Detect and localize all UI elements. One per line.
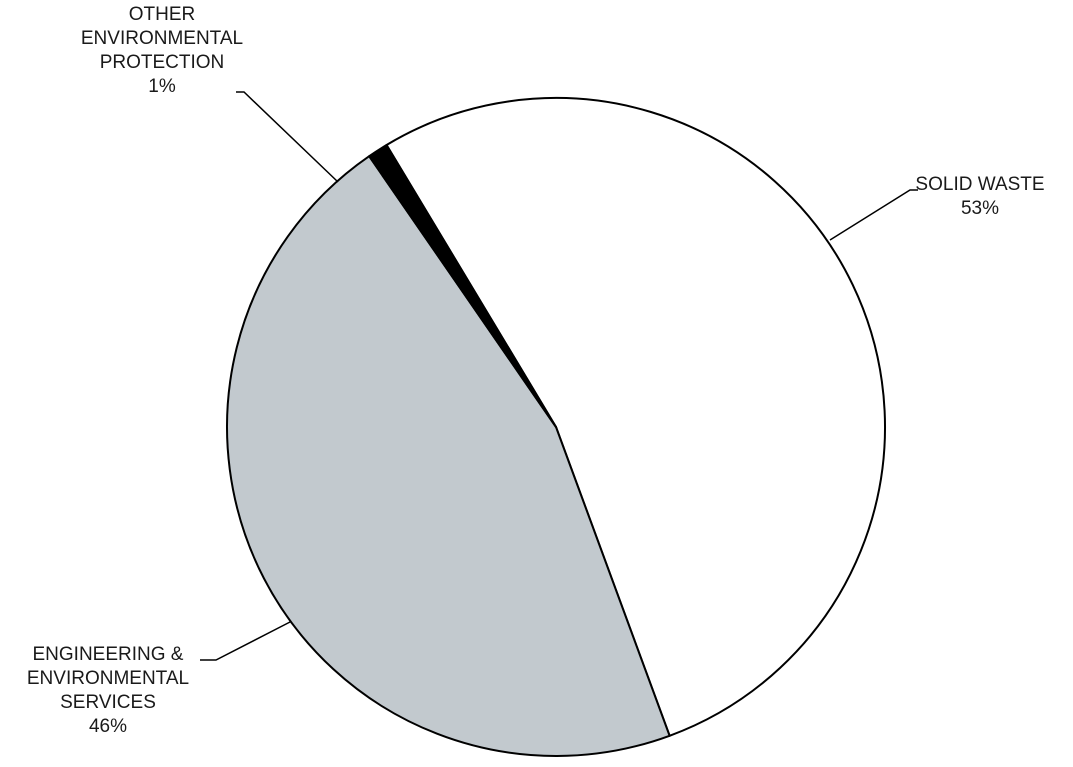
leader-line-2	[236, 91, 339, 183]
slice-name-line-1-2: SERVICES	[60, 692, 156, 713]
slice-name-line-2-1: ENVIRONMENTAL	[81, 28, 243, 49]
slice-name-line-2-0: OTHER	[129, 4, 196, 25]
pie-slice-1	[226, 155, 671, 757]
slice-value-label-1: 46%	[89, 716, 127, 737]
leader-line-1	[200, 621, 291, 661]
slice-name-line-1-0: ENGINEERING &	[33, 644, 184, 665]
pie-slice-2	[368, 143, 557, 428]
slice-label-1: ENGINEERING & ENVIRONMENTAL SERVICES 46%	[27, 644, 189, 737]
slice-name-line-0-0: SOLID WASTE	[915, 174, 1044, 195]
slice-name-line-1-1: ENVIRONMENTAL	[27, 668, 189, 689]
pie-slice-0	[385, 96, 886, 737]
slice-name-line-2-2: PROTECTION	[100, 52, 225, 73]
slice-value-label-2: 1%	[148, 76, 176, 97]
leader-line-0	[829, 189, 918, 241]
slice-label-2: OTHER ENVIRONMENTAL PROTECTION 1%	[81, 4, 243, 97]
slice-label-0: SOLID WASTE 53%	[915, 174, 1044, 219]
slice-value-label-0: 53%	[961, 198, 999, 219]
